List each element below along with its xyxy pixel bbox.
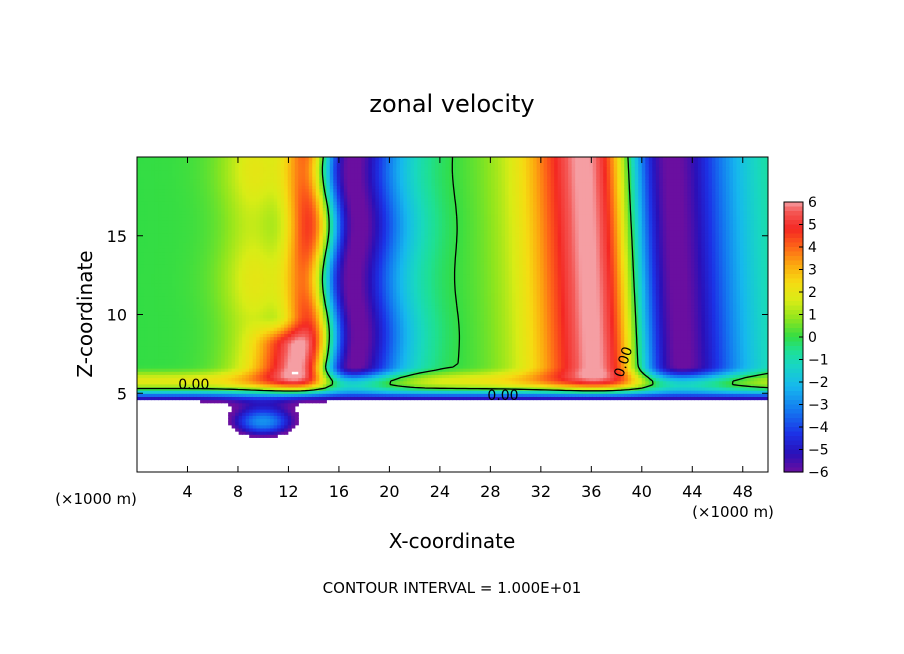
heat-cell <box>263 157 267 161</box>
heat-cell <box>190 157 194 161</box>
heat-cell <box>305 157 309 161</box>
heat-cell <box>228 412 232 416</box>
heat-cell <box>211 157 215 161</box>
heat-cell <box>267 157 271 161</box>
heat-cell <box>179 157 183 161</box>
heat-cell <box>295 374 299 378</box>
heat-cell <box>183 157 187 161</box>
heat-cell <box>277 157 281 161</box>
heat-cell <box>158 157 162 161</box>
heat-cell <box>246 157 250 161</box>
heat-cell <box>298 157 302 161</box>
heat-cell <box>221 157 225 161</box>
heat-cell <box>291 157 295 161</box>
heat-cell <box>176 157 180 161</box>
heat-cell <box>295 412 299 416</box>
heat-cell <box>256 157 260 161</box>
heat-cell <box>326 157 330 161</box>
heat-cell <box>330 157 334 161</box>
plot-area: 0.000.000.00 <box>137 157 769 472</box>
heat-cell <box>155 157 159 161</box>
heat-cell <box>214 157 218 161</box>
heat-cell <box>137 157 141 161</box>
velocity-field <box>137 157 769 438</box>
heat-cell <box>165 157 169 161</box>
heat-cell <box>295 157 299 161</box>
heat-cell <box>333 157 337 161</box>
heat-cell <box>302 157 306 161</box>
heat-cell <box>253 157 257 161</box>
heat-cell <box>218 157 222 161</box>
heat-cell <box>141 157 145 161</box>
heat-cell <box>162 157 166 161</box>
heat-cell <box>144 157 148 161</box>
heat-cell <box>200 157 204 161</box>
heat-cell <box>312 157 316 161</box>
heat-cell <box>232 157 236 161</box>
heat-cell <box>148 157 152 161</box>
heat-cell <box>309 157 313 161</box>
heat-cell <box>151 157 155 161</box>
heat-cell <box>281 157 285 161</box>
heat-cell <box>284 157 288 161</box>
heat-cell <box>186 157 190 161</box>
heat-cell <box>316 157 320 161</box>
heat-cell <box>235 157 239 161</box>
heat-cell <box>225 157 229 161</box>
heat-cell <box>291 374 295 378</box>
heat-cell <box>260 157 264 161</box>
heat-cell <box>239 157 243 161</box>
heat-cell <box>207 157 211 161</box>
heat-cell <box>347 157 351 161</box>
heat-cell <box>169 157 173 161</box>
heat-cell <box>242 157 246 161</box>
heat-cell <box>228 157 232 161</box>
heat-cell <box>193 157 197 161</box>
heat-cell <box>204 157 208 161</box>
heat-cell <box>172 157 176 161</box>
heat-cell <box>249 157 253 161</box>
heat-cell <box>340 157 344 161</box>
chart-title: zonal velocity <box>369 90 534 118</box>
heat-cell <box>270 157 274 161</box>
heat-cell <box>274 157 278 161</box>
heat-cell <box>197 157 201 161</box>
heat-cell <box>344 157 348 161</box>
